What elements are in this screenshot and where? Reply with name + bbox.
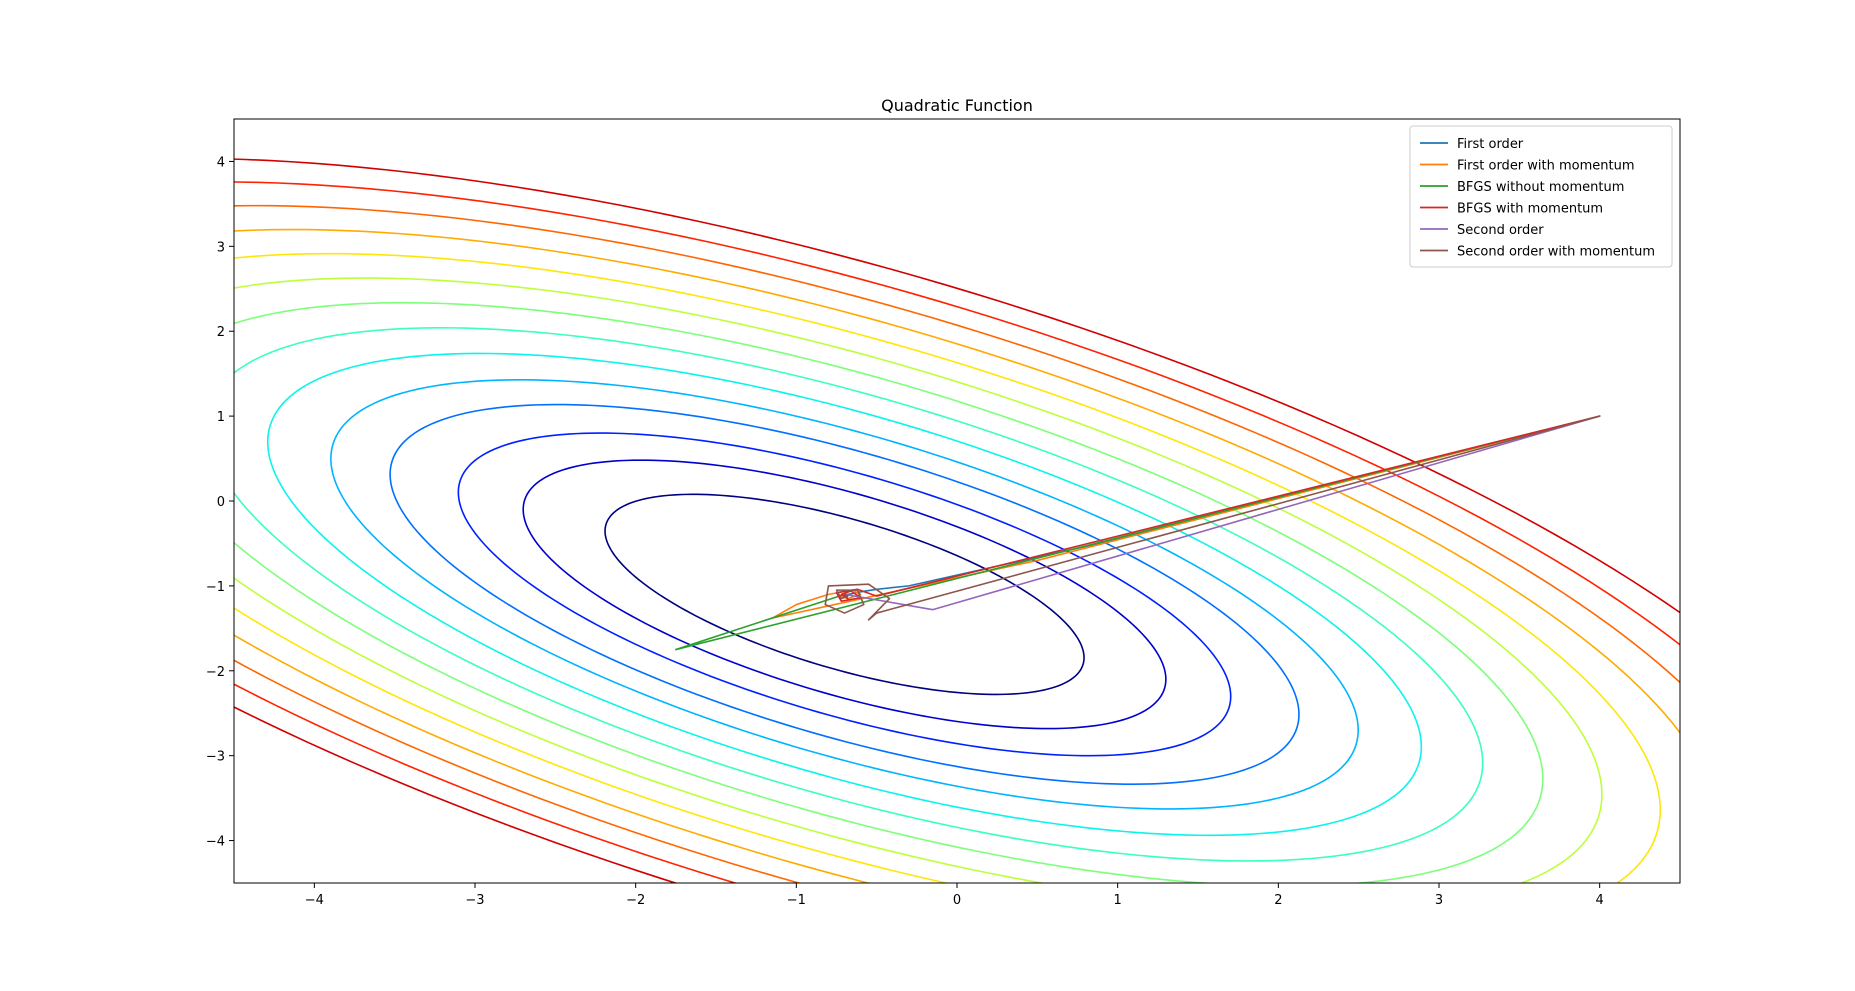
x-tick-label: 4 <box>1596 893 1604 908</box>
contour-level-13 <box>234 181 1680 883</box>
y-tick-label: 2 <box>217 325 225 340</box>
series-line-second-order <box>843 415 1601 611</box>
contour-level-5 <box>330 379 1360 810</box>
x-tick-label: −1 <box>787 893 806 908</box>
legend-box <box>1409 125 1673 268</box>
y-tick-label: 0 <box>217 495 225 510</box>
chart-title: Quadratic Function <box>881 96 1033 115</box>
y-tick-label: 1 <box>217 410 225 425</box>
contour-level-12 <box>234 204 1680 883</box>
x-tick-label: −4 <box>305 893 324 908</box>
x-tick-label: 0 <box>953 893 961 908</box>
series-layer <box>675 415 1601 651</box>
x-tick-label: −2 <box>626 893 645 908</box>
contour-level-9 <box>234 277 1603 883</box>
contour-level-14 <box>234 158 1680 883</box>
contour-level-10 <box>234 252 1662 883</box>
legend-label: BFGS without momentum <box>1457 180 1624 195</box>
y-tick-label: 3 <box>217 240 225 255</box>
contour-layer <box>234 158 1680 883</box>
contour-level-3 <box>457 432 1232 757</box>
contour-level-4 <box>389 403 1300 785</box>
contour-level-8 <box>234 301 1544 883</box>
contour-level-6 <box>266 352 1423 837</box>
legend-label: First order with momentum <box>1457 159 1635 174</box>
series-line-bfgs-without-momentum <box>675 415 1601 651</box>
legend-label: Second order <box>1457 223 1544 238</box>
y-tick-label: 4 <box>217 155 225 170</box>
contour-level-1 <box>604 493 1085 696</box>
contour-level-11 <box>234 228 1680 883</box>
y-tick-label: −3 <box>206 750 225 765</box>
x-tick-label: 1 <box>1114 893 1122 908</box>
legend: First order First order with momentum BFGS… <box>1409 125 1673 268</box>
y-tick-label: −2 <box>206 665 225 680</box>
series-line-bfgs-with-momentum <box>835 415 1601 602</box>
legend-label: First order <box>1457 137 1524 152</box>
legend-label: BFGS with momentum <box>1457 202 1603 217</box>
y-tick-label: −1 <box>206 580 225 595</box>
x-tick-label: −3 <box>465 893 484 908</box>
contour-level-2 <box>522 459 1167 730</box>
legend-label: Second order with momentum <box>1457 245 1655 260</box>
x-tick-label: 2 <box>1274 893 1282 908</box>
x-axis-ticks: −4 −3 −2 −1 0 1 2 3 4 <box>305 883 1604 908</box>
x-tick-label: 3 <box>1435 893 1443 908</box>
y-axis-ticks: −4 −3 −2 −1 0 1 2 3 4 <box>206 155 234 850</box>
y-tick-label: −4 <box>206 835 225 850</box>
contour-level-7 <box>234 327 1484 862</box>
legend-entries: First order First order with momentum BFGS… <box>1420 137 1655 260</box>
series-line-second-order-with-momentum <box>824 415 1601 621</box>
